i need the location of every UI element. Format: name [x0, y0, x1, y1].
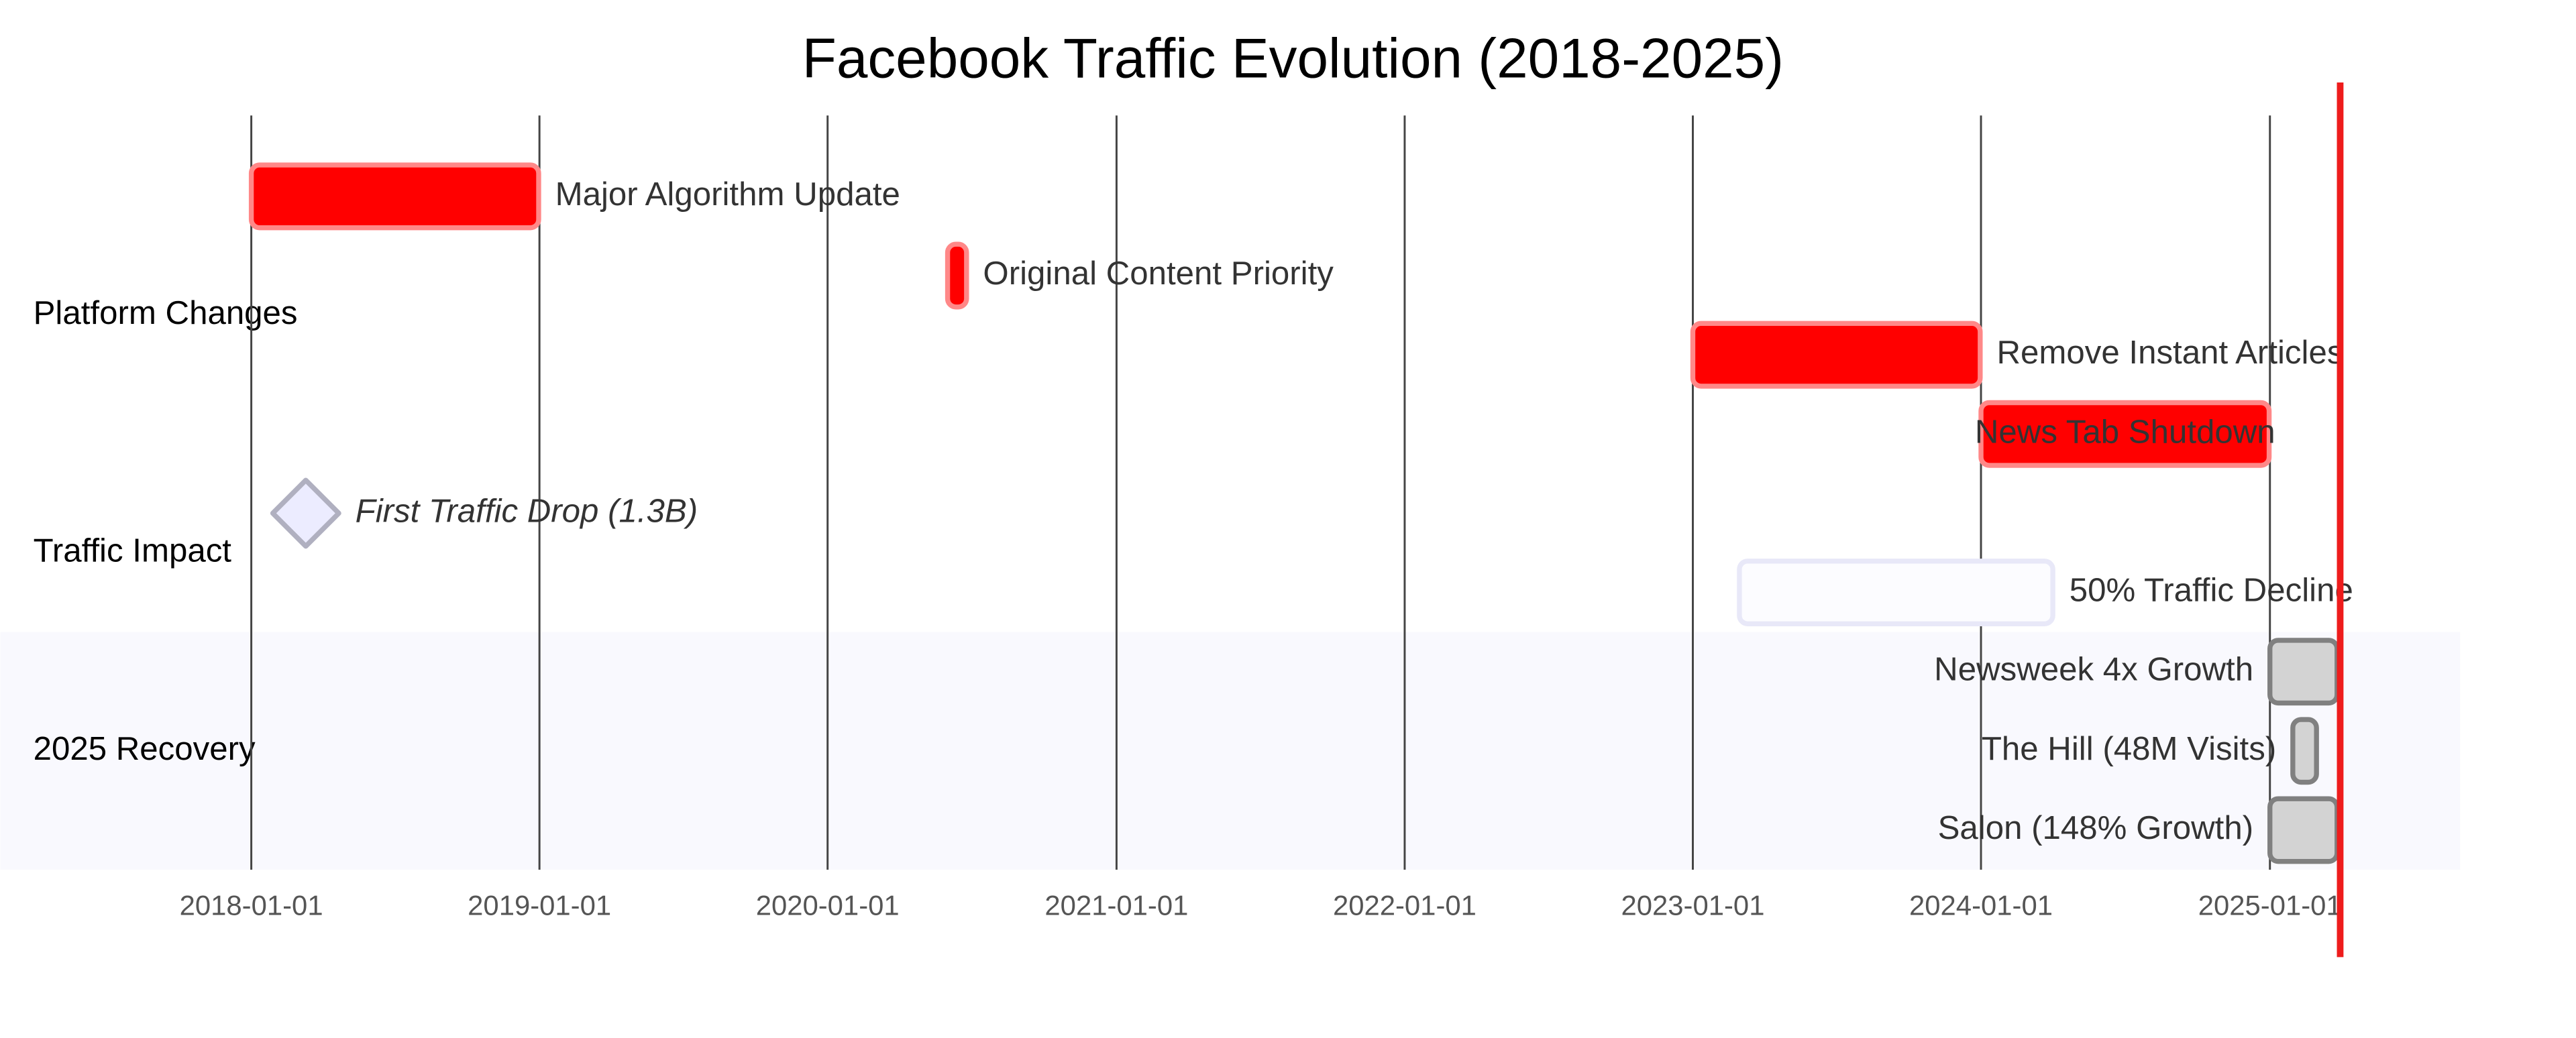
- task-bar: [2290, 717, 2319, 785]
- task-label: Major Algorithm Update: [555, 176, 900, 213]
- task-bar: [1737, 559, 2055, 626]
- x-tick-label: 2025-01-01: [2198, 890, 2342, 921]
- section-label: 2025 Recovery: [34, 730, 256, 767]
- task-label: Salon (148% Growth): [1938, 809, 2254, 846]
- task-label: Newsweek 4x Growth: [1934, 651, 2253, 688]
- task-bar: [248, 162, 541, 231]
- section-label: Platform Changes: [34, 294, 298, 331]
- task-label: 50% Traffic Decline: [2070, 572, 2353, 609]
- section-band: [0, 632, 2461, 870]
- task-bar: [945, 241, 969, 310]
- x-tick-label: 2019-01-01: [468, 890, 611, 921]
- task-bar: [1690, 321, 1983, 389]
- x-tick-label: 2023-01-01: [1621, 890, 1764, 921]
- section-label: Traffic Impact: [34, 532, 232, 569]
- task-bar: [1978, 400, 2272, 468]
- x-tick-label: 2024-01-01: [1909, 890, 2053, 921]
- milestone: [270, 477, 341, 549]
- task-label: Remove Instant Articles: [1996, 334, 2343, 371]
- x-tick-label: 2020-01-01: [756, 890, 900, 921]
- task-bar: [2267, 638, 2340, 706]
- x-tick-label: 2018-01-01: [180, 890, 323, 921]
- task-label: News Tab Shutdown: [1975, 413, 2275, 450]
- x-tick-label: 2022-01-01: [1333, 890, 1477, 921]
- chart-title: Facebook Traffic Evolution (2018-2025): [802, 27, 1784, 90]
- task-label: The Hill (48M Visits): [1982, 730, 2276, 767]
- task-bar: [2267, 796, 2340, 864]
- task-label: Original Content Priority: [983, 255, 1334, 292]
- x-tick-label: 2021-01-01: [1044, 890, 1188, 921]
- task-label: First Traffic Drop (1.3B): [356, 492, 698, 529]
